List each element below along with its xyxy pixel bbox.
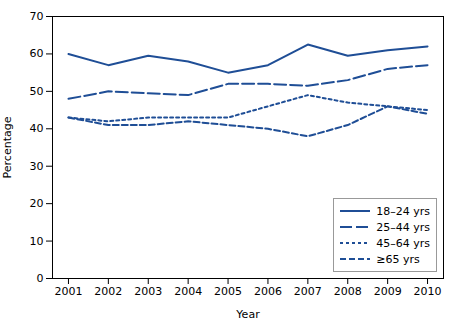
svg-text:2002: 2002 bbox=[94, 285, 122, 298]
svg-text:2009: 2009 bbox=[374, 285, 402, 298]
html-text:45–64 yrs: 45–64 yrs bbox=[376, 236, 430, 250]
svg-text:50: 50 bbox=[30, 85, 44, 98]
svg-text:2006: 2006 bbox=[254, 285, 282, 298]
svg-text:2004: 2004 bbox=[174, 285, 202, 298]
svg-text:2007: 2007 bbox=[294, 285, 322, 298]
svg-text:2003: 2003 bbox=[134, 285, 162, 298]
svg-text:60: 60 bbox=[30, 47, 44, 60]
html-text:25–44 yrs: 25–44 yrs bbox=[376, 220, 430, 234]
svg-text:10: 10 bbox=[30, 235, 44, 248]
html-text:18–24 yrs: 18–24 yrs bbox=[376, 204, 430, 218]
svg-text:2005: 2005 bbox=[214, 285, 242, 298]
svg-text:Year: Year bbox=[235, 308, 260, 320]
svg-text:Percentage: Percentage bbox=[1, 116, 14, 178]
html-text:≥65 yrs: ≥65 yrs bbox=[376, 252, 420, 266]
svg-text:30: 30 bbox=[30, 160, 44, 173]
svg-text:70: 70 bbox=[30, 10, 44, 23]
svg-text:0: 0 bbox=[37, 272, 44, 285]
svg-text:40: 40 bbox=[30, 122, 44, 135]
svg-text:2001: 2001 bbox=[54, 285, 82, 298]
svg-text:2008: 2008 bbox=[334, 285, 362, 298]
svg-text:20: 20 bbox=[30, 197, 44, 210]
svg-text:2010: 2010 bbox=[414, 285, 442, 298]
